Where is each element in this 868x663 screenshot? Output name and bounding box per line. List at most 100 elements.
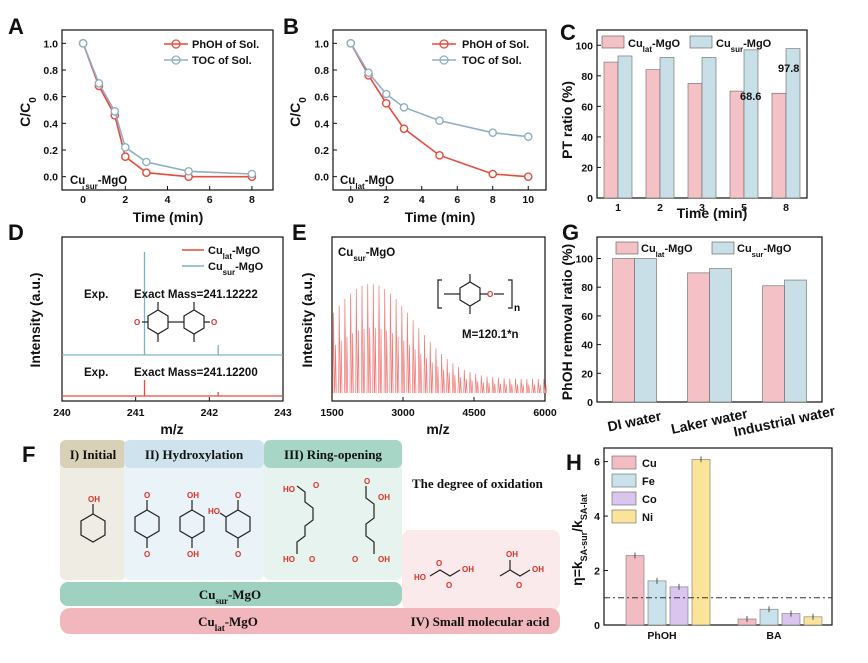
struct-ring-left bbox=[147, 309, 169, 335]
data-point bbox=[121, 143, 130, 152]
y-tick-label: 0.8 bbox=[43, 65, 58, 77]
bar-laker-water bbox=[709, 268, 732, 403]
panel-h-ylabel-mid: /k bbox=[569, 520, 585, 532]
y-tick-label: 0.2 bbox=[43, 145, 58, 157]
x-tick-label: 242 bbox=[201, 407, 219, 419]
y-tick-label: 0.4 bbox=[314, 118, 329, 130]
panel-g-ylabel: PhOH removal ratio (%) bbox=[559, 244, 575, 400]
panel-h-ylabel-sub1: SA-sur bbox=[579, 531, 589, 561]
panel-c-legend: Culat-MgO Cusur-MgO bbox=[601, 35, 772, 54]
data-point bbox=[184, 167, 193, 176]
hbq-o-bottom-label: O bbox=[235, 550, 241, 559]
panel-letter-b: B bbox=[283, 14, 299, 39]
bq-o-bottom-label: O bbox=[144, 550, 150, 559]
panel-h-chart: PhOH BA 0 2 4 6 η=kSA-sur/kSA-lat Cu Fe Co Ni bbox=[569, 447, 833, 642]
y-tick-label: 4 bbox=[594, 511, 600, 523]
y-tick-label: 2 bbox=[594, 566, 600, 578]
legend-label-co: Co bbox=[642, 494, 657, 506]
band-cu-sur-sub: sur bbox=[215, 596, 228, 606]
legend-label-cu: Cu bbox=[642, 458, 657, 470]
panel-b-frame bbox=[332, 29, 547, 191]
panel-d-mass-bottom: Exact Mass=241.12200 bbox=[134, 367, 258, 379]
x-tick-label: BA bbox=[766, 630, 782, 642]
panel-c-ylabel: PT ratio (%) bbox=[559, 81, 575, 159]
bar-5 bbox=[729, 90, 745, 199]
bar-2 bbox=[659, 57, 675, 199]
panel-a-ylabel-main: C/C bbox=[17, 103, 33, 127]
panel-b-annotation-main: Cu bbox=[340, 175, 355, 187]
x-tick-label: 1 bbox=[615, 202, 621, 214]
legend-marker-toc bbox=[171, 55, 181, 65]
x-tick-label: 1500 bbox=[320, 407, 344, 419]
bar-fe-phoh bbox=[647, 580, 667, 626]
stage-ring-opening-label: III) Ring-opening bbox=[284, 447, 382, 462]
legend-label-lat-d: Culat-MgO bbox=[208, 245, 261, 261]
y-tick-label: 0 bbox=[587, 193, 593, 205]
data-point bbox=[247, 169, 257, 179]
panel-e-annotation-main: Cu bbox=[338, 247, 353, 259]
y-tick-label: 0.2 bbox=[314, 145, 329, 157]
legend-swatch-co bbox=[611, 491, 637, 506]
legend-label-phoh-b: PhOH of Sol. bbox=[462, 39, 529, 51]
panel-letter-d: D bbox=[8, 220, 24, 245]
legend-label-sur-c-main: Cu bbox=[716, 38, 731, 50]
panel-a-chart: 0 2 4 6 80.00.20.40.60.81.0 Time (min) C/C0 … bbox=[17, 29, 274, 225]
oxalic-ho: HO bbox=[414, 573, 426, 582]
panel-letter-c: C bbox=[560, 20, 576, 45]
molecule-hydroxybenzoquinone: O O HO bbox=[208, 491, 251, 559]
band-cu-lat-label: Culat-MgO bbox=[198, 614, 258, 633]
hbq-oh-side-label: HO bbox=[208, 507, 220, 516]
panel-d-structure: O O bbox=[134, 302, 217, 342]
legend-label-lat-d-sub: lat bbox=[223, 252, 233, 261]
panel-e-ylabel: Intensity (a.u.) bbox=[299, 273, 315, 368]
x-tick-label: 0 bbox=[348, 194, 354, 206]
x-tick-label: 240 bbox=[53, 407, 71, 419]
stage-small-acid-label: IV) Small molecular acid bbox=[411, 614, 551, 629]
bar-industrial-water bbox=[784, 279, 807, 403]
panel-h-legend: Cu Fe Co Ni bbox=[611, 455, 657, 524]
legend-label-lat-g-main: Cu bbox=[641, 243, 656, 255]
data-point bbox=[523, 172, 533, 181]
data-point bbox=[488, 128, 498, 137]
struct-o-label-left: O bbox=[134, 318, 140, 327]
legend-marker-phoh bbox=[171, 39, 181, 49]
panel-c-label-68-6: 68.6 bbox=[740, 91, 761, 103]
y-tick-label: 0 bbox=[594, 620, 600, 632]
panel-a-annotation-sub: sur bbox=[85, 182, 97, 191]
struct-o-label-right: O bbox=[211, 318, 217, 327]
bar-ni-phoh bbox=[691, 459, 711, 626]
oxalic-oh: OH bbox=[462, 565, 474, 574]
legend-swatch-lat-c bbox=[601, 35, 625, 49]
band-cu-lat-main: Cu bbox=[198, 614, 215, 629]
band-cu-sur-main: Cu bbox=[199, 587, 216, 602]
bar-co-phoh bbox=[669, 586, 689, 626]
band-cu-lat bbox=[60, 608, 560, 634]
panel-h-ylabel-main: η=k bbox=[569, 561, 585, 586]
data-point bbox=[381, 89, 391, 99]
data-point bbox=[435, 116, 444, 125]
legend-label-sur-d-sub: sur bbox=[223, 268, 235, 277]
y-tick-label: 0.6 bbox=[43, 92, 58, 104]
y-tick-label: 1.0 bbox=[314, 38, 329, 50]
oxalic-o-2: O bbox=[446, 581, 452, 590]
struct-n-label: n bbox=[514, 303, 520, 314]
panel-b-xlabel: Time (min) bbox=[405, 209, 476, 225]
hbq-o-top-label: O bbox=[235, 491, 241, 500]
data-point bbox=[488, 169, 498, 179]
muconic-ho-top: HO bbox=[283, 485, 295, 494]
stage-small-acid-box bbox=[402, 530, 560, 610]
x-tick-label: 8 bbox=[783, 202, 789, 214]
data-point bbox=[364, 68, 373, 77]
panel-letter-a: A bbox=[8, 14, 24, 39]
lactic-o: O bbox=[516, 581, 522, 590]
bar-8 bbox=[785, 48, 801, 199]
y-tick-label: 20 bbox=[581, 162, 593, 174]
maleic-oh-bottom: OH bbox=[378, 555, 390, 564]
molecule-muconic-ketoacid: HO O HO O bbox=[283, 481, 319, 564]
data-point bbox=[142, 168, 151, 177]
stage-ring-opening-header bbox=[264, 440, 402, 468]
x-tick-label: 0 bbox=[80, 194, 86, 206]
y-tick-label: 20 bbox=[581, 368, 593, 380]
panel-e-structure: O n bbox=[437, 274, 520, 314]
